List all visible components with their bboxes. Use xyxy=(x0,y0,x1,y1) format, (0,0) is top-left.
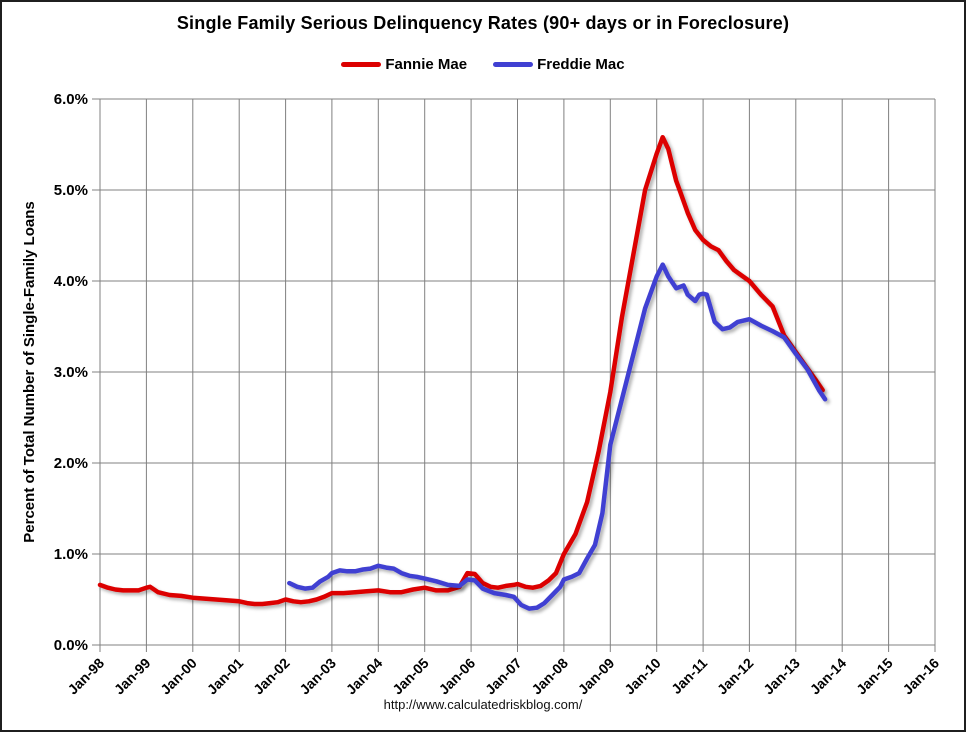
legend-label-fannie-mae: Fannie Mae xyxy=(385,56,468,73)
footer-url: http://www.calculatedriskblog.com/ xyxy=(383,697,583,712)
legend: Fannie Mae Freddie Mac xyxy=(2,56,964,73)
x-tick-label: Jan-12 xyxy=(714,655,757,698)
freddie-mac-line-swatch xyxy=(493,62,534,67)
y-tick-label: 6.0% xyxy=(54,91,88,108)
y-axis-title: Percent of Total Number of Single-Family… xyxy=(21,201,38,542)
legend-label-freddie-mac: Freddie Mac xyxy=(537,56,625,73)
x-tick-label: Jan-16 xyxy=(899,655,942,698)
y-tick-label: 0.0% xyxy=(54,637,88,654)
x-tick-label: Jan-98 xyxy=(64,655,107,698)
chart-title: Single Family Serious Delinquency Rates … xyxy=(176,13,790,33)
x-tick-label: Jan-13 xyxy=(760,655,803,698)
x-tick-label: Jan-02 xyxy=(250,655,293,698)
y-tick-label: 4.0% xyxy=(54,273,88,290)
fannie-mae-line-swatch xyxy=(341,62,382,67)
x-tick-label: Jan-03 xyxy=(296,655,339,698)
x-tick-label: Jan-07 xyxy=(482,655,525,698)
x-tick-label: Jan-11 xyxy=(668,655,710,697)
x-tick-label: Jan-15 xyxy=(853,655,896,698)
x-tick-label: Jan-06 xyxy=(436,655,479,698)
x-tick-label: Jan-00 xyxy=(157,655,200,698)
x-tick-label: Jan-05 xyxy=(389,655,432,698)
y-tick-label: 1.0% xyxy=(54,546,88,563)
x-tick-label: Jan-04 xyxy=(343,655,386,698)
y-tick-label: 5.0% xyxy=(54,182,88,199)
x-tick-label: Jan-01 xyxy=(204,655,247,698)
x-tick-label: Jan-08 xyxy=(528,655,571,698)
x-tick-label: Jan-14 xyxy=(807,655,850,698)
x-tick-label: Jan-99 xyxy=(111,655,154,698)
fannie-mae-line xyxy=(97,134,825,607)
y-tick-label: 3.0% xyxy=(54,364,88,381)
legend-item-fannie-mae: Fannie Mae xyxy=(341,56,467,73)
x-tick-label: Jan-09 xyxy=(575,655,618,698)
x-tick-label: Jan-10 xyxy=(621,655,664,698)
y-tick-label: 2.0% xyxy=(54,455,88,472)
freddie-mac-line xyxy=(287,262,828,611)
legend-item-freddie-mac: Freddie Mac xyxy=(493,56,625,73)
